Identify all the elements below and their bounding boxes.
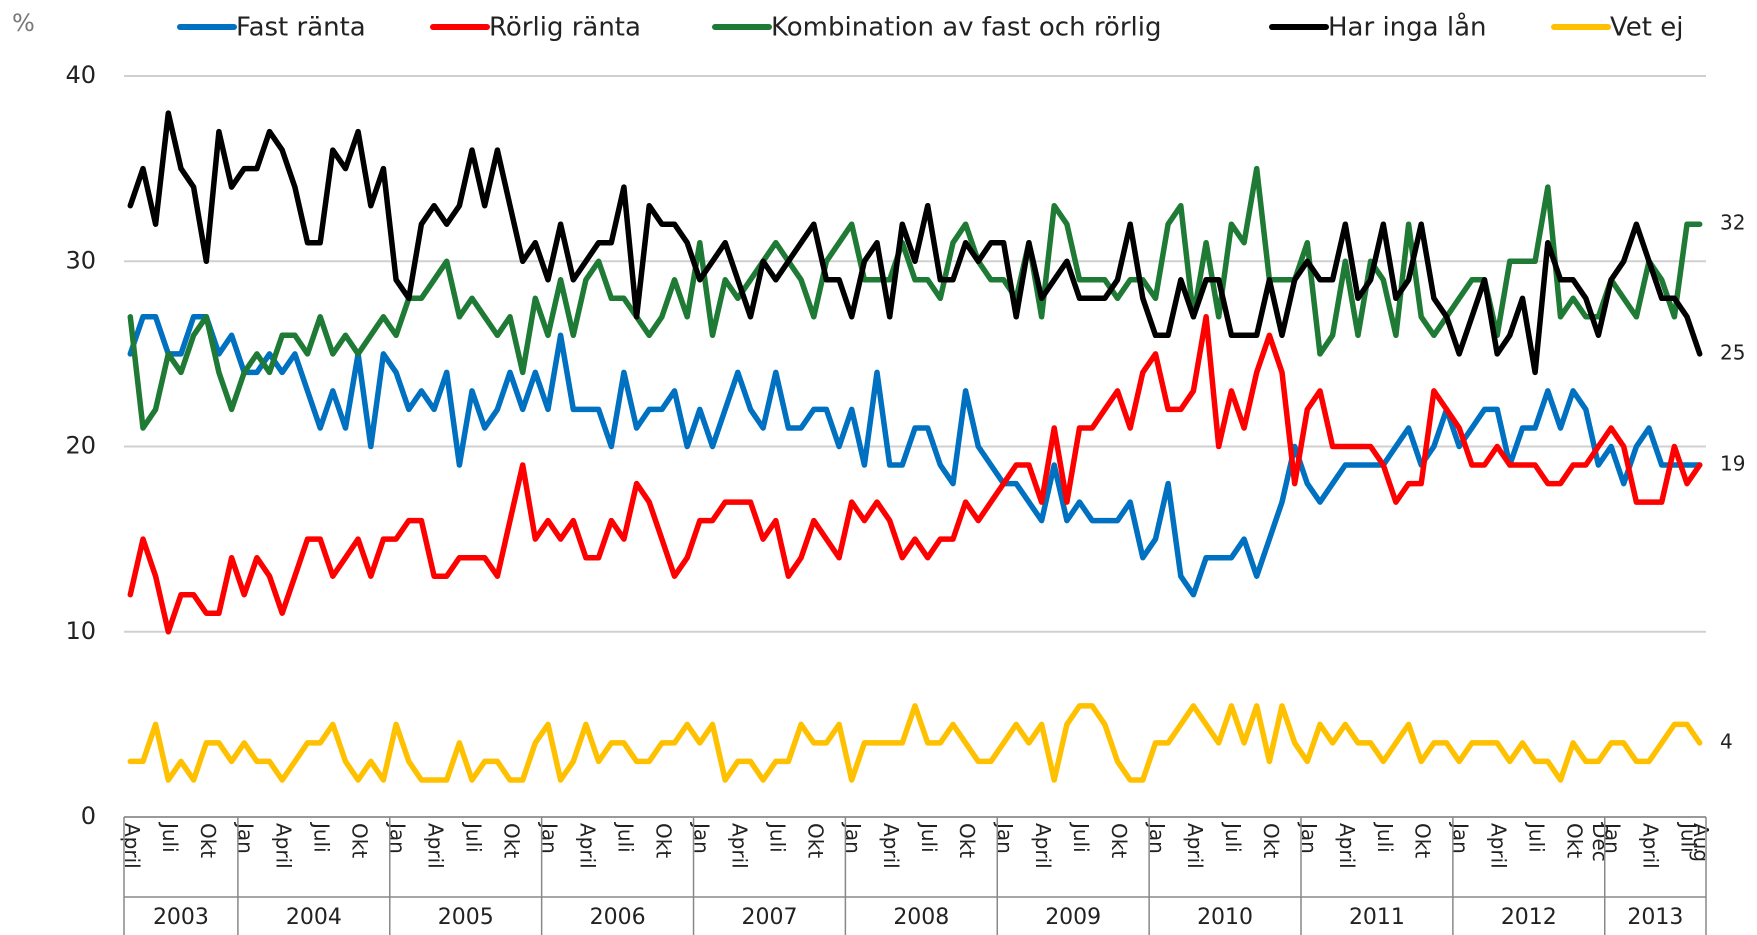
x-tick-label: April — [424, 823, 448, 869]
legend-label: Fast ränta — [236, 13, 366, 43]
x-tick-label: Okt — [348, 823, 372, 858]
year-label: 2009 — [1045, 905, 1101, 930]
y-tick-label: 30 — [65, 246, 96, 274]
x-tick-label: Okt — [803, 823, 827, 858]
year-label: 2008 — [893, 905, 949, 930]
x-tick-label: Juli — [1373, 821, 1397, 853]
x-tick-label: Okt — [651, 823, 675, 858]
year-label: 2012 — [1501, 905, 1557, 930]
x-tick-label: Juli — [765, 821, 789, 853]
x-tick-label: Juli — [158, 821, 182, 853]
series-line — [127, 314, 1703, 598]
x-tick-label: Okt — [1411, 823, 1435, 858]
x-tick-label: Juli — [1677, 821, 1701, 853]
x-tick-label: Juli — [917, 821, 941, 853]
year-label: 2010 — [1197, 905, 1253, 930]
legend-label: Kombination av fast och rörlig — [771, 13, 1161, 43]
year-label: 2007 — [741, 905, 797, 930]
end-label: 25 — [1720, 340, 1745, 364]
x-tick-label: Dec — [1588, 823, 1612, 862]
x-tick-label: Juli — [1221, 821, 1245, 853]
y-tick-label: 20 — [65, 432, 96, 460]
series-line — [127, 165, 1703, 431]
y-tick-label: 0 — [81, 802, 96, 830]
x-tick-label: Juli — [613, 821, 637, 853]
y-unit: % — [12, 9, 35, 37]
x-tick-label: Okt — [500, 823, 524, 858]
year-label: 2013 — [1627, 905, 1683, 930]
x-tick-label: Okt — [1107, 823, 1131, 858]
x-tick-label: Juli — [462, 821, 486, 853]
x-tick-label: Okt — [196, 823, 220, 858]
end-label: 4 — [1720, 729, 1733, 753]
x-tick-label: April — [1335, 823, 1359, 869]
x-tick-label: Okt — [955, 823, 979, 858]
x-tick-label: Juli — [1525, 821, 1549, 853]
x-tick-label: April — [1183, 823, 1207, 869]
legend-label: Vet ej — [1610, 13, 1683, 43]
year-label: 2003 — [153, 905, 209, 930]
x-tick-label: April — [879, 823, 903, 869]
end-label: 32 — [1720, 211, 1745, 235]
x-tick-label: April — [1031, 823, 1055, 869]
y-tick-label: 40 — [65, 61, 96, 89]
series-line — [127, 314, 1703, 635]
x-tick-label: Juli — [1069, 821, 1093, 853]
end-label: 19 — [1720, 452, 1745, 476]
series-line — [127, 703, 1703, 783]
x-tick-label: April — [1487, 823, 1511, 869]
series-line — [127, 110, 1703, 376]
year-label: 2005 — [438, 905, 494, 930]
year-label: 2006 — [590, 905, 646, 930]
x-tick-label: April — [1639, 823, 1663, 869]
x-tick-label: Okt — [1259, 823, 1283, 858]
year-label: 2011 — [1349, 905, 1405, 930]
legend-label: Rörlig ränta — [489, 13, 641, 43]
x-tick-label: Juli — [310, 821, 334, 853]
x-tick-label: April — [272, 823, 296, 869]
x-tick-label: Aug — [1689, 823, 1713, 862]
y-tick-label: 10 — [65, 617, 96, 645]
year-label: 2004 — [286, 905, 342, 930]
legend-label: Har inga lån — [1328, 12, 1486, 43]
x-tick-label: April — [727, 823, 751, 869]
x-tick-label: Okt — [1563, 823, 1587, 858]
x-tick-label: April — [575, 823, 599, 869]
